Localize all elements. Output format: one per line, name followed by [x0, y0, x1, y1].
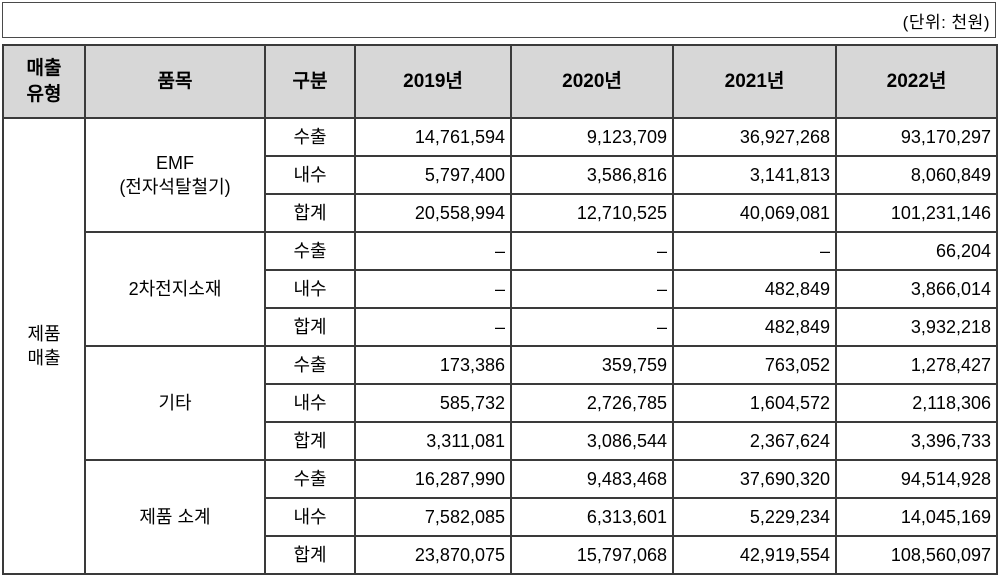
value-cell: 94,514,928 [835, 459, 998, 499]
table-row: 합계 – – 482,849 3,932,218 [3, 307, 998, 347]
header-year-2022: 2022년 [835, 44, 998, 119]
value-cell: – [510, 307, 674, 347]
table-row: 합계 23,870,075 15,797,068 42,919,554 108,… [3, 535, 998, 575]
value-cell: 3,932,218 [835, 307, 998, 347]
unit-label: (단위: 천원) [902, 12, 990, 32]
value-cell: – [354, 269, 512, 309]
value-cell: – [510, 231, 674, 271]
value-cell: 5,229,234 [672, 497, 837, 537]
value-cell: 763,052 [672, 345, 837, 385]
value-cell: – [354, 231, 512, 271]
value-cell: 14,761,594 [354, 117, 512, 157]
category-cell: 내수 [264, 155, 356, 195]
value-cell: 3,141,813 [672, 155, 837, 195]
value-cell: 2,367,624 [672, 421, 837, 461]
table-row: 합계 3,311,081 3,086,544 2,367,624 3,396,7… [3, 421, 998, 461]
value-cell: 3,311,081 [354, 421, 512, 461]
category-cell: 합계 [264, 193, 356, 233]
value-cell: – [354, 307, 512, 347]
table-row: 내수 – – 482,849 3,866,014 [3, 269, 998, 309]
header-item: 품목 [84, 44, 266, 119]
value-cell: 482,849 [672, 307, 837, 347]
category-cell: 합계 [264, 535, 356, 575]
value-cell: 3,866,014 [835, 269, 998, 309]
item-cell-battery-material: 2차전지소재 [84, 231, 266, 347]
category-cell: 내수 [264, 383, 356, 423]
value-cell: 3,396,733 [835, 421, 998, 461]
value-cell: 9,123,709 [510, 117, 674, 157]
sales-type-cell: 제품 매출 [2, 117, 86, 575]
value-cell: 93,170,297 [835, 117, 998, 157]
header-year-2021: 2021년 [672, 44, 837, 119]
value-cell: 585,732 [354, 383, 512, 423]
category-cell: 합계 [264, 307, 356, 347]
category-cell: 내수 [264, 269, 356, 309]
value-cell: 16,287,990 [354, 459, 512, 499]
table-row: 내수 585,732 2,726,785 1,604,572 2,118,306 [3, 383, 998, 423]
category-cell: 수출 [264, 459, 356, 499]
value-cell: 108,560,097 [835, 535, 998, 575]
table-row: 합계 20,558,994 12,710,525 40,069,081 101,… [3, 193, 998, 233]
category-cell: 수출 [264, 231, 356, 271]
table-row: 내수 7,582,085 6,313,601 5,229,234 14,045,… [3, 497, 998, 537]
value-cell: 23,870,075 [354, 535, 512, 575]
value-cell: 1,604,572 [672, 383, 837, 423]
value-cell: 20,558,994 [354, 193, 512, 233]
header-row: 매출 유형 품목 구분 2019년 2020년 2021년 2022년 [2, 44, 998, 119]
category-cell: 수출 [264, 345, 356, 385]
value-cell: 482,849 [672, 269, 837, 309]
header-sales-type: 매출 유형 [2, 44, 86, 119]
item-cell-product-subtotal: 제품 소계 [84, 459, 266, 575]
value-cell: 9,483,468 [510, 459, 674, 499]
value-cell: 40,069,081 [672, 193, 837, 233]
table-row: 내수 5,797,400 3,586,816 3,141,813 8,060,8… [3, 155, 998, 195]
item-cell-etc: 기타 [84, 345, 266, 461]
table-row: 제품 매출 EMF (전자석탈철기) 수출 14,761,594 9,123,7… [2, 117, 998, 575]
value-cell: – [510, 269, 674, 309]
value-cell: 15,797,068 [510, 535, 674, 575]
value-cell: 173,386 [354, 345, 512, 385]
value-cell: 5,797,400 [354, 155, 512, 195]
header-year-2019: 2019년 [354, 44, 512, 119]
value-cell: 2,118,306 [835, 383, 998, 423]
category-cell: 내수 [264, 497, 356, 537]
category-cell: 수출 [264, 117, 356, 157]
value-cell: 36,927,268 [672, 117, 837, 157]
value-cell: 6,313,601 [510, 497, 674, 537]
value-cell: 42,919,554 [672, 535, 837, 575]
unit-label-box: (단위: 천원) [2, 2, 996, 38]
value-cell: – [672, 231, 837, 271]
value-cell: 7,582,085 [354, 497, 512, 537]
table-row: 기타 수출 173,386 359,759 763,052 1,278,427 [3, 345, 998, 461]
value-cell: 66,204 [835, 231, 998, 271]
value-cell: 14,045,169 [835, 497, 998, 537]
header-category: 구분 [264, 44, 356, 119]
header-year-2020: 2020년 [510, 44, 674, 119]
value-cell: 359,759 [510, 345, 674, 385]
value-cell: 101,231,146 [835, 193, 998, 233]
table-row: 2차전지소재 수출 – – – 66,204 [3, 231, 998, 347]
value-cell: 12,710,525 [510, 193, 674, 233]
category-cell: 합계 [264, 421, 356, 461]
value-cell: 8,060,849 [835, 155, 998, 195]
value-cell: 3,586,816 [510, 155, 674, 195]
value-cell: 37,690,320 [672, 459, 837, 499]
value-cell: 2,726,785 [510, 383, 674, 423]
value-cell: 3,086,544 [510, 421, 674, 461]
item-cell-emf: EMF (전자석탈철기) [84, 117, 266, 233]
sales-table: 매출 유형 품목 구분 2019년 2020년 2021년 2022년 제품 매… [2, 44, 998, 575]
table-row: 제품 소계 수출 16,287,990 9,483,468 37,690,320… [3, 459, 998, 575]
value-cell: 1,278,427 [835, 345, 998, 385]
